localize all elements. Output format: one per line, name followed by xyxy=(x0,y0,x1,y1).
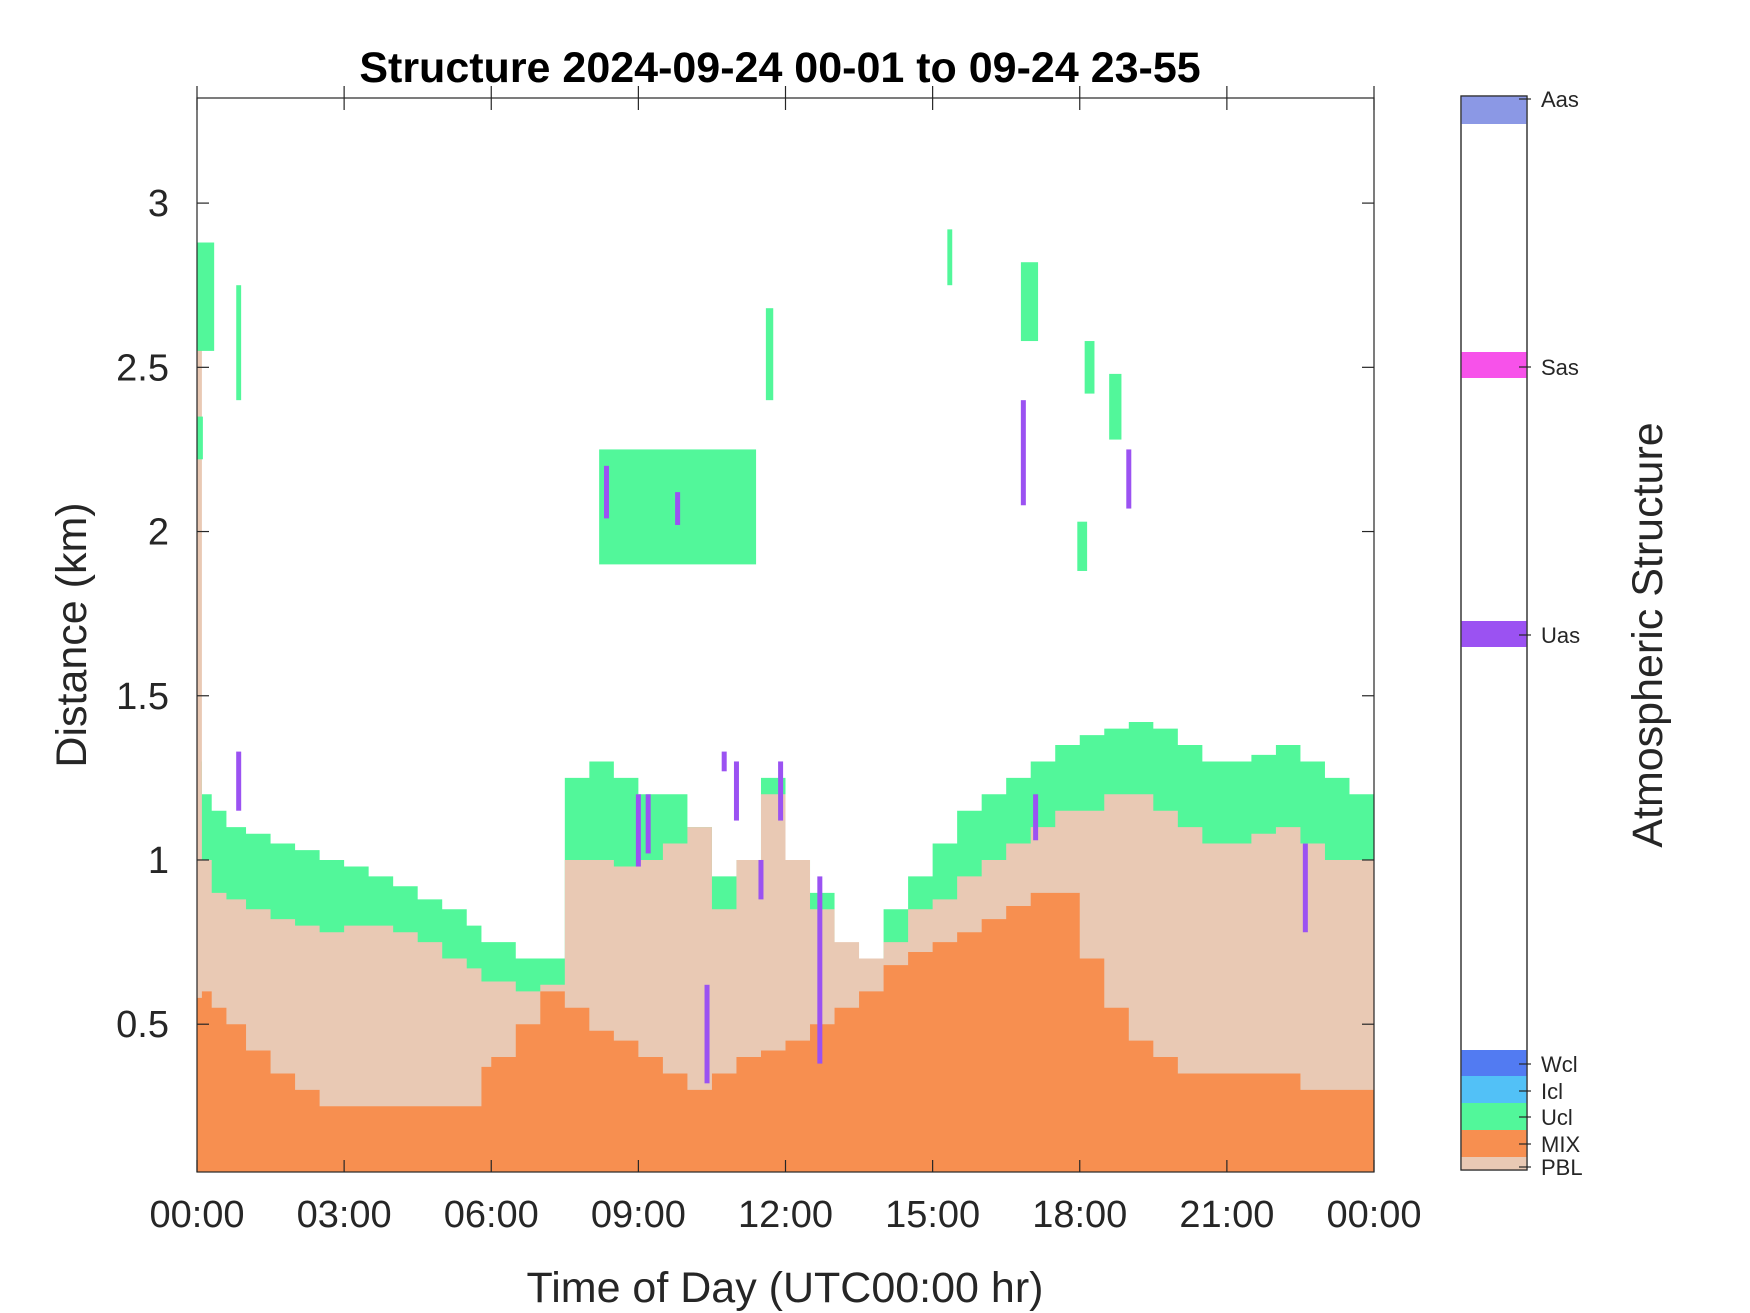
plot-area xyxy=(196,97,1375,1173)
x-tick-label: 03:00 xyxy=(297,1194,392,1236)
structure-layers xyxy=(197,334,1374,1172)
aerosol-mark xyxy=(1302,843,1308,933)
x-tick-label: 15:00 xyxy=(885,1194,980,1236)
colorbar-swatch-mix xyxy=(1461,1130,1527,1157)
y-axis: 0.5 1 1.5 2 2.5 3 xyxy=(116,183,1374,1046)
colorbar-tick-label: Icl xyxy=(1541,1079,1563,1104)
aerosol-mark xyxy=(1033,794,1039,841)
aerosol-mark xyxy=(733,761,739,821)
y-tick-label: 0.5 xyxy=(116,1004,169,1046)
x-tick-label: 18:00 xyxy=(1032,1194,1127,1236)
aerosol-mark xyxy=(778,761,784,821)
colorbar-swatch-ucl xyxy=(1461,1103,1527,1130)
colorbar-border xyxy=(1460,95,1528,1171)
chart-title: Structure 2024-09-24 00-01 to 09-24 23-5… xyxy=(359,44,1200,92)
colorbar-swatch-sas xyxy=(1461,352,1527,378)
cloud-patch xyxy=(1109,373,1122,440)
x-tick-label: 00:00 xyxy=(149,1194,244,1236)
cloud-patch xyxy=(765,308,774,401)
colorbar-tick-label: PBL xyxy=(1541,1155,1583,1180)
aerosol-mark xyxy=(645,794,651,854)
colorbar-tick-label: MIX xyxy=(1541,1132,1580,1157)
x-axis-label: Time of Day (UTC00:00 hr) xyxy=(527,1264,1044,1312)
colorbar-tick-label: Uas xyxy=(1541,623,1580,648)
cloud-patch xyxy=(236,285,242,401)
y-tick-label: 2.5 xyxy=(116,347,169,389)
aerosol-mark xyxy=(817,876,823,1064)
aerosol-mark xyxy=(1126,449,1132,509)
aerosol-mark xyxy=(758,859,764,900)
colorbar-swatch-aas xyxy=(1461,96,1527,124)
cloud-patch xyxy=(947,229,953,286)
y-axis-label: Distance (km) xyxy=(48,502,96,767)
y-tick-label: 2 xyxy=(148,512,169,554)
cloud-patch xyxy=(1084,341,1095,394)
colorbar-swatch-pbl xyxy=(1461,1157,1527,1170)
x-tick-label: 09:00 xyxy=(591,1194,686,1236)
colorbar-swatch-icl xyxy=(1461,1076,1527,1103)
aerosol-mark xyxy=(1020,400,1026,506)
x-tick-label: 00:00 xyxy=(1326,1194,1421,1236)
x-axis: 00:00 03:00 06:00 09:00 12:00 15:00 18:00 21:00… xyxy=(149,86,1422,1236)
mix-layer xyxy=(197,892,1374,1172)
aerosol-mark xyxy=(721,751,727,772)
y-tick-label: 3 xyxy=(148,183,169,225)
x-tick-label: 12:00 xyxy=(738,1194,833,1236)
cloud-patch xyxy=(1077,521,1088,571)
aerosol-mark xyxy=(603,465,609,519)
aerosol-marks xyxy=(236,400,1308,1084)
colorbar-tick-label: Wcl xyxy=(1541,1052,1578,1077)
aerosol-mark xyxy=(635,794,641,867)
x-tick-label: 21:00 xyxy=(1179,1194,1274,1236)
colorbar-tick-label: Sas xyxy=(1541,355,1579,380)
colorbar-tick-label: Ucl xyxy=(1541,1105,1573,1130)
x-tick-label: 06:00 xyxy=(444,1194,539,1236)
y-tick-label: 1 xyxy=(148,840,169,882)
colorbar-swatch-wcl xyxy=(1461,1050,1527,1076)
cloud-patch xyxy=(197,416,203,460)
aerosol-mark xyxy=(704,984,710,1084)
colorbar-swatch-uas xyxy=(1461,621,1527,647)
cloud-patch xyxy=(197,242,215,351)
aerosol-mark xyxy=(236,751,242,811)
cloud-patch xyxy=(1020,262,1039,342)
aerosol-mark xyxy=(675,492,681,525)
colorbar-label: Atmospheric Structure xyxy=(1624,422,1672,847)
y-tick-label: 1.5 xyxy=(116,676,169,718)
colorbar-tick-label: Aas xyxy=(1541,87,1579,112)
